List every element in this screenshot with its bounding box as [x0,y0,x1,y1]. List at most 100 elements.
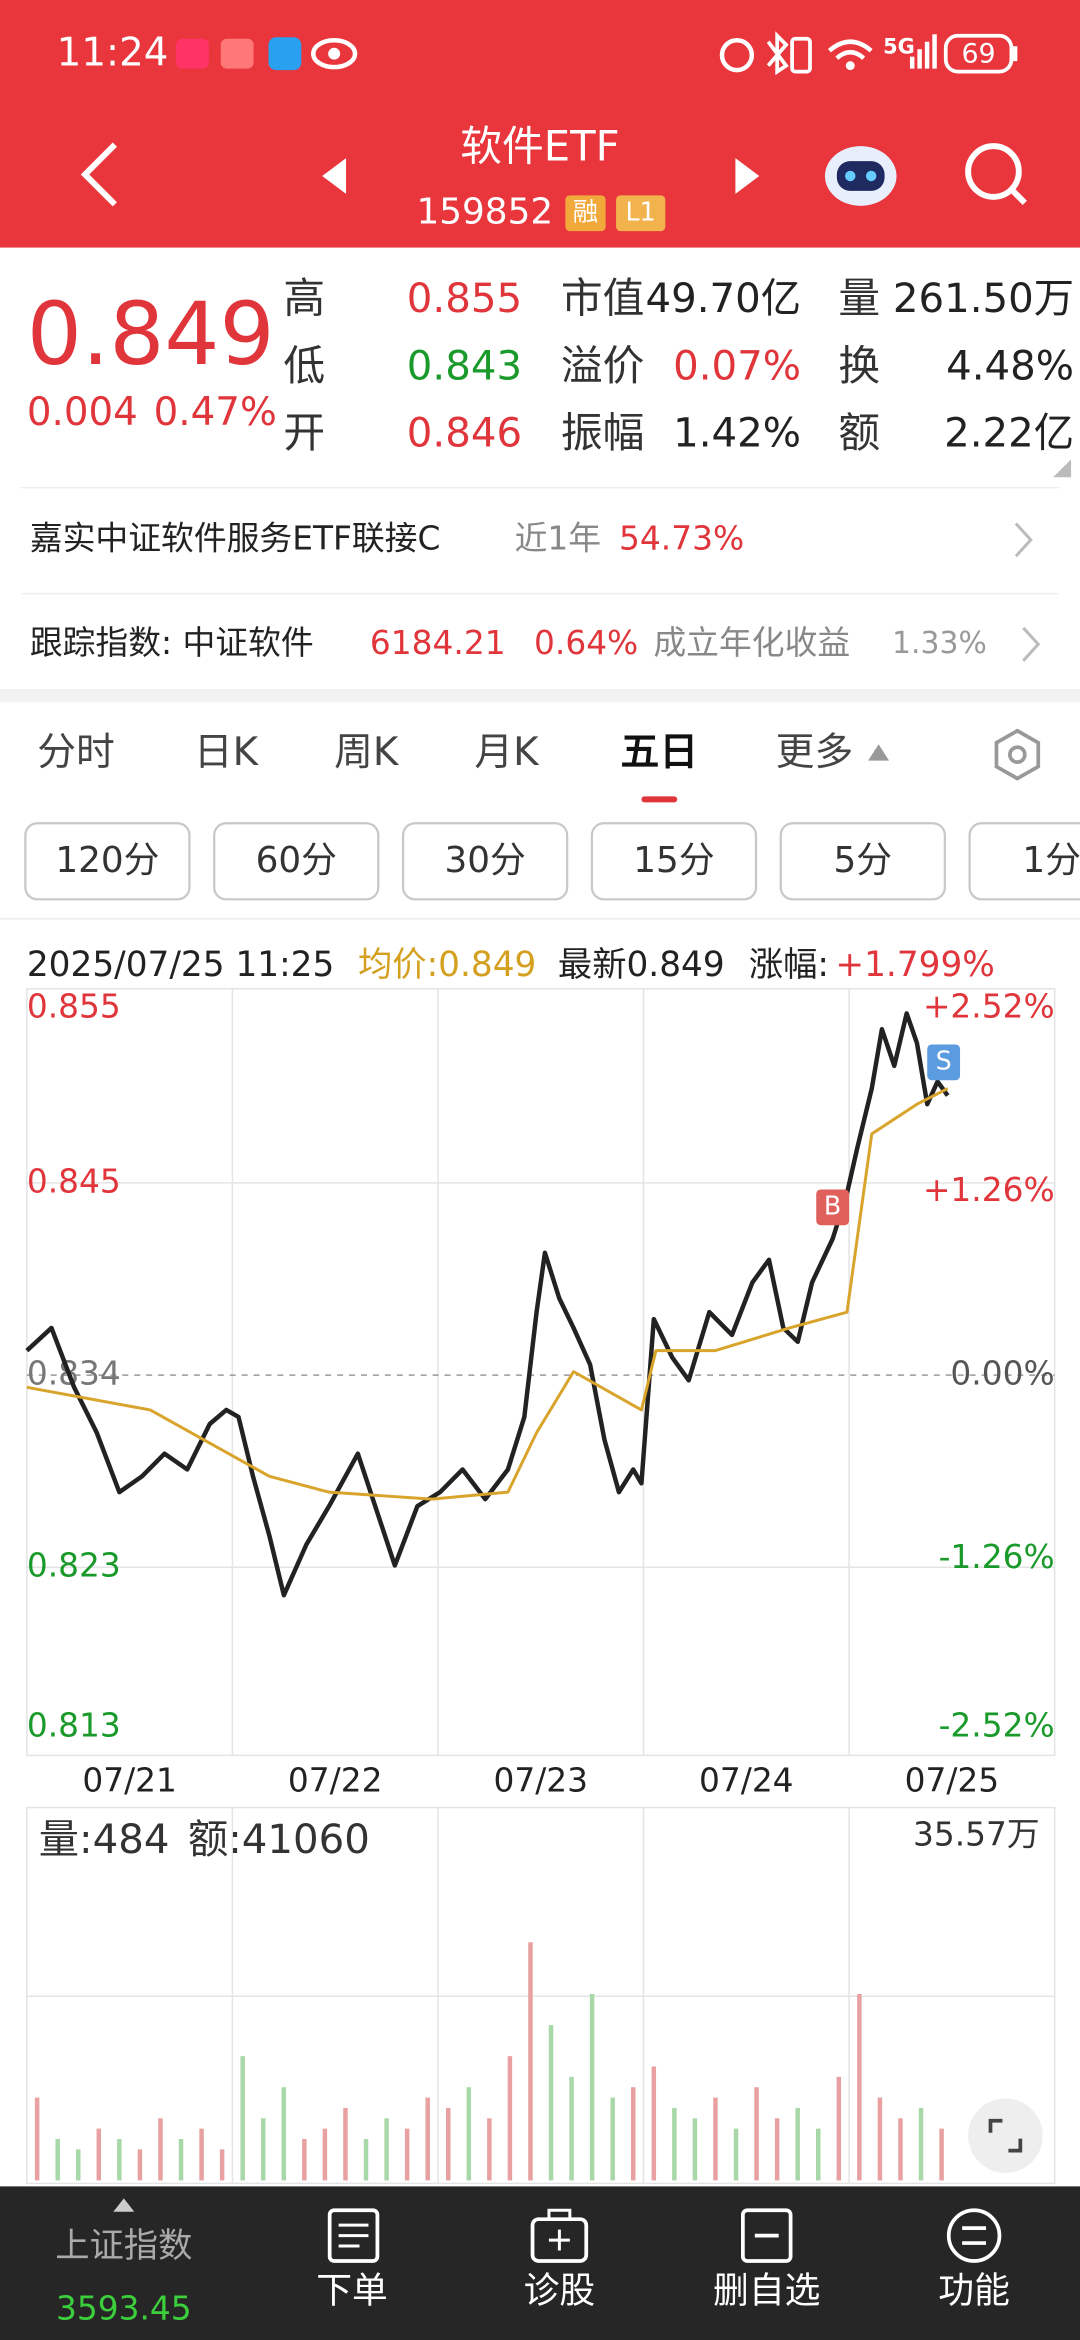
y2-tick-label: +2.52% [923,988,1055,1026]
volume-bar [425,2097,430,2181]
nav-icon [946,2208,1002,2263]
stat-value: 0.855 [407,276,522,322]
interval-label: 1分 [1022,840,1080,881]
nav-item[interactable]: 功能 [938,2270,1010,2311]
interval-button[interactable] [968,822,1080,901]
stat-value: 261.50万 [893,276,1074,322]
fund-name[interactable]: 嘉实中证软件服务ETF联接C [30,519,441,557]
interval-label: 60分 [256,840,337,881]
volume-bar [302,2138,307,2181]
header-code: 159852 [417,191,554,232]
stat-label: 溢价 [561,341,645,390]
y-tick-label: 0.845 [27,1162,121,1200]
stat-value: 0.843 [407,343,522,389]
status-icon [220,38,254,69]
stat-label: 量 [838,274,880,323]
volume-bar [836,2076,842,2181]
latest-price: 最新0.849 [558,945,725,985]
price-chart: 0.8550.8450.8340.8230.813+2.52%+1.26%0.0… [25,988,1056,1800]
badge-label: 融 [573,196,598,226]
stat-value: 0.07% [673,343,801,389]
volume-bar [384,2118,389,2181]
index-name[interactable]: 上证指数 [55,2226,192,2266]
badge [565,195,606,232]
chevron[interactable] [1022,626,1041,662]
volume-bar [589,1994,595,2181]
volume-bar [754,2087,759,2181]
volume-bar [939,2128,944,2181]
assistant-icon [865,170,877,182]
volume-label: 量:484 [39,1817,170,1863]
volume-bar [507,2056,513,2181]
volume-bar [281,2087,287,2181]
interval-button[interactable] [213,822,380,901]
x-tick-label: 07/22 [288,1762,383,1800]
tab[interactable]: 月K [474,730,540,775]
fund-return: 54.73% [619,519,744,557]
volume-bar [117,2138,122,2181]
volume-bar [158,2118,163,2181]
stat-value: 49.70亿 [645,276,801,322]
interval-label: 5分 [834,840,893,881]
settings-button[interactable] [994,728,1041,781]
volume-bar [219,2149,225,2181]
nav-item[interactable]: 诊股 [524,2270,596,2311]
stat-label: 低 [283,341,325,390]
tab[interactable]: 五日 [621,730,699,775]
index-label[interactable]: 跟踪指数: 中证软件 [30,624,314,662]
bluetooth-icon [766,31,789,76]
previous-button[interactable] [322,158,347,194]
nav-item[interactable]: 下单 [316,2270,388,2311]
x-tick-label: 07/21 [82,1762,177,1800]
change-label: 涨幅: [749,945,829,985]
interval-button[interactable] [401,822,569,901]
volume-bar [548,2025,554,2181]
index-quote: 3593.45 [56,2290,192,2328]
volume-bar [877,2097,883,2181]
y2-tick-label: +1.26% [923,1171,1055,1209]
volume-bar [55,2138,60,2181]
badge [616,195,666,232]
signal-icon [909,56,915,69]
battery-level: 69 [961,39,995,70]
change-value: +1.799% [835,945,995,985]
volume-bar [774,2118,780,2181]
chevron[interactable] [1014,522,1033,558]
index-change: 0.64% [534,624,638,662]
nav-icon [530,2217,589,2263]
trade-marker-label: S [936,1045,952,1075]
nav-item[interactable]: 删自选 [713,2270,820,2311]
volume-bar [76,2149,81,2181]
signal-icon [932,34,937,69]
search-icon [1009,187,1027,205]
volume-bar [651,2066,657,2181]
volume-bar [610,2097,615,2181]
tab[interactable]: 日K [194,730,260,775]
expand-arrow[interactable] [113,2198,135,2212]
nav-icon [962,2226,987,2245]
interval-button[interactable] [779,822,946,901]
period-tabs: 分时 日K 周K 月K 五日 更多 [37,730,854,803]
last-price: 0.849 [27,285,275,385]
volume-bar [34,2097,40,2181]
tab[interactable]: 分时 [37,730,115,775]
signal-icon [917,49,922,69]
trade-marker [927,1044,961,1081]
next-button[interactable] [735,158,760,194]
volume-bar [569,2076,574,2181]
nav-icon [547,2208,572,2251]
back-button[interactable] [80,142,117,207]
battery-icon [943,33,1014,74]
volume-bar [918,2107,924,2181]
search-button[interactable] [965,143,1022,200]
tab[interactable]: 更多 [776,730,854,775]
expand-corner[interactable] [1053,459,1072,478]
interval-button[interactable] [24,822,191,901]
interval-button[interactable] [590,822,758,901]
price-change: 0.004 [27,390,138,435]
fullscreen-button[interactable] [968,2098,1043,2173]
quote-panel: 0.849 0.004 0.47% 高 0.855 市值 49.70亿量 261.50万… [27,274,1074,457]
y-tick-label: 0.855 [27,988,121,1026]
tab[interactable]: 周K [334,730,400,775]
plot-frame [26,988,1056,1757]
